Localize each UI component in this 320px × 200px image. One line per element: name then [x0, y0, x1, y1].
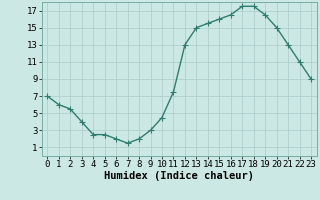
X-axis label: Humidex (Indice chaleur): Humidex (Indice chaleur): [104, 171, 254, 181]
